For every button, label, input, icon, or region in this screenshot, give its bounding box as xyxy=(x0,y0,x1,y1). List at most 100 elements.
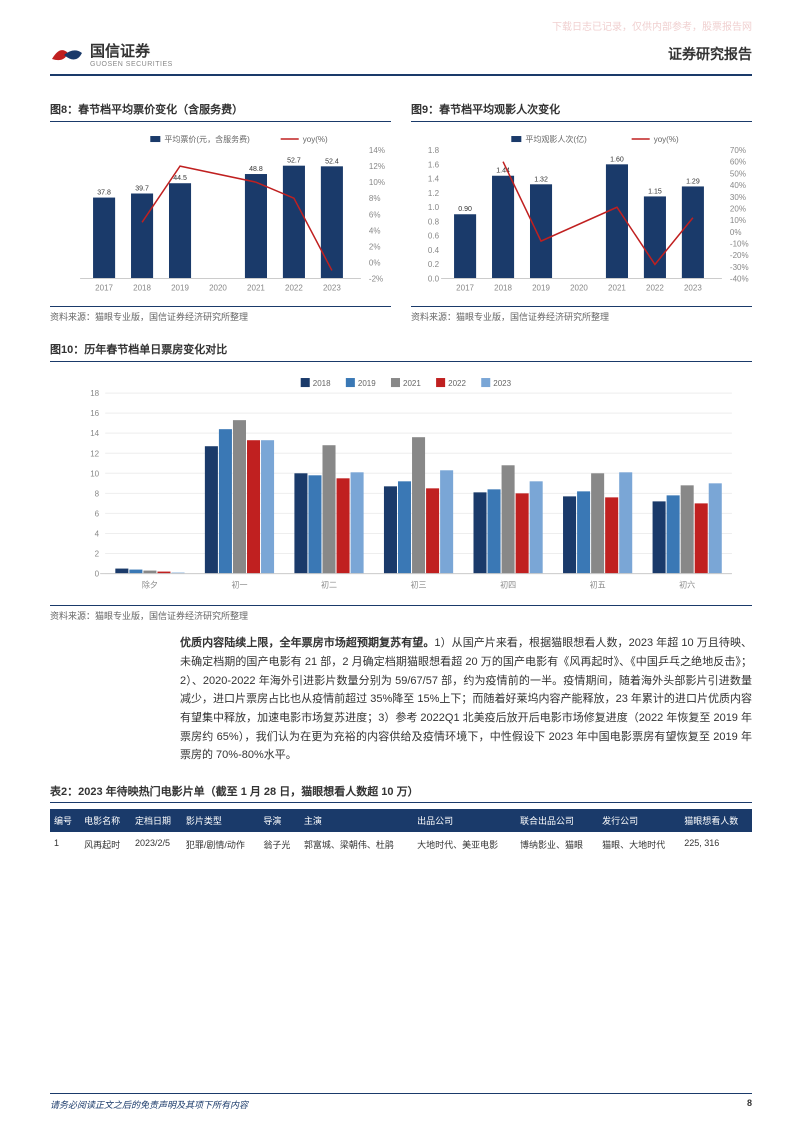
svg-text:2021: 2021 xyxy=(247,283,265,292)
chart-9-svg: 平均观影人次(亿) yoy(%) 0.00.20.40.60.81.01.21.… xyxy=(411,128,752,299)
logo-en-text: GUOSEN SECURITIES xyxy=(90,61,173,68)
table-header-cell: 猫眼想看人数 xyxy=(680,809,752,832)
footer-disclaimer: 请务必阅读正文之后的免责声明及其项下所有内容 xyxy=(50,1098,248,1111)
svg-text:50%: 50% xyxy=(730,169,746,178)
svg-text:10: 10 xyxy=(90,469,99,478)
svg-text:52.4: 52.4 xyxy=(325,158,339,165)
svg-text:40%: 40% xyxy=(730,181,746,190)
svg-text:0%: 0% xyxy=(730,228,742,237)
svg-text:0.2: 0.2 xyxy=(428,260,440,269)
svg-text:2%: 2% xyxy=(369,242,381,251)
svg-text:20%: 20% xyxy=(730,204,746,213)
table-cell: 1 xyxy=(50,832,80,857)
svg-text:2: 2 xyxy=(95,549,100,558)
svg-text:10%: 10% xyxy=(730,216,746,225)
chart-10-title: 图10：历年春节档单日票房变化对比 xyxy=(50,341,752,357)
svg-text:2018: 2018 xyxy=(494,283,512,292)
table-cell: 博纳影业、猫眼 xyxy=(516,832,598,857)
svg-text:4%: 4% xyxy=(369,226,381,235)
table-header-cell: 主演 xyxy=(300,809,413,832)
svg-text:6: 6 xyxy=(95,509,100,518)
svg-text:平均观影人次(亿): 平均观影人次(亿) xyxy=(525,134,587,144)
svg-text:10%: 10% xyxy=(369,178,385,187)
svg-text:37.8: 37.8 xyxy=(97,190,111,197)
svg-text:2022: 2022 xyxy=(448,379,466,388)
svg-text:8: 8 xyxy=(95,489,100,498)
table-cell: 大地时代、美亚电影 xyxy=(413,832,516,857)
svg-text:30%: 30% xyxy=(730,193,746,202)
table-cell: 225, 316 xyxy=(680,832,752,857)
svg-text:初一: 初一 xyxy=(231,579,247,589)
svg-text:14%: 14% xyxy=(369,146,385,155)
svg-text:2020: 2020 xyxy=(570,283,588,292)
svg-text:1.0: 1.0 xyxy=(428,203,440,212)
svg-text:18: 18 xyxy=(90,389,99,398)
svg-text:2017: 2017 xyxy=(95,283,113,292)
chart-9: 图9：春节档平均观影人次变化 平均观影人次(亿) yoy(%) 0.00.20.… xyxy=(411,101,752,323)
table-cell: 郭富城、梁朝伟、杜鹃 xyxy=(300,832,413,857)
svg-text:1.6: 1.6 xyxy=(428,160,440,169)
svg-text:1.15: 1.15 xyxy=(648,188,662,195)
svg-text:8%: 8% xyxy=(369,194,381,203)
table-header-cell: 出品公司 xyxy=(413,809,516,832)
svg-text:1.2: 1.2 xyxy=(428,189,440,198)
svg-text:初四: 初四 xyxy=(500,579,516,589)
svg-text:2019: 2019 xyxy=(171,283,189,292)
svg-text:2022: 2022 xyxy=(646,283,664,292)
chart-8-title: 图8：春节档平均票价变化（含服务费） xyxy=(50,101,391,117)
table-header-cell: 联合出品公司 xyxy=(516,809,598,832)
svg-text:0: 0 xyxy=(95,569,100,578)
svg-text:12%: 12% xyxy=(369,162,385,171)
table-header-cell: 编号 xyxy=(50,809,80,832)
logo-block: 国信证券 GUOSEN SECURITIES xyxy=(50,40,173,68)
svg-text:48.8: 48.8 xyxy=(249,166,263,173)
chart-10-svg: 20182019202120222023 除夕初一初二初三初四初五初六 0246… xyxy=(50,368,752,599)
table-2: 表2：2023 年待映热门电影片单（截至 1 月 28 日，猫眼想看人数超 10… xyxy=(50,783,752,857)
table-header-cell: 导演 xyxy=(259,809,299,832)
svg-text:0.0: 0.0 xyxy=(428,274,440,283)
svg-text:2017: 2017 xyxy=(456,283,474,292)
table-cell: 翁子光 xyxy=(259,832,299,857)
movie-table: 编号电影名称定档日期影片类型导演主演出品公司联合出品公司发行公司猫眼想看人数 1… xyxy=(50,809,752,857)
svg-text:52.7: 52.7 xyxy=(287,158,301,165)
svg-text:2023: 2023 xyxy=(493,379,511,388)
svg-text:2018: 2018 xyxy=(133,283,151,292)
svg-text:2021: 2021 xyxy=(403,379,421,388)
chart-8: 图8：春节档平均票价变化（含服务费） 平均票价(元，含服务费) yoy(%) -… xyxy=(50,101,391,323)
svg-text:-30%: -30% xyxy=(730,263,749,272)
svg-text:60%: 60% xyxy=(730,158,746,167)
watermark-text: 下载日志已记录，仅供内部参考，股票报告网 xyxy=(552,18,752,33)
svg-text:-2%: -2% xyxy=(369,274,383,283)
guosen-logo-icon xyxy=(50,41,84,67)
svg-text:1.60: 1.60 xyxy=(610,156,624,163)
svg-text:2023: 2023 xyxy=(684,283,702,292)
chart-8-source: 资料来源：猫眼专业版，国信证券经济研究所整理 xyxy=(50,306,391,323)
svg-text:初二: 初二 xyxy=(321,579,337,589)
svg-text:2019: 2019 xyxy=(358,379,376,388)
svg-text:初三: 初三 xyxy=(411,579,427,589)
table-header-cell: 定档日期 xyxy=(131,809,182,832)
svg-text:0%: 0% xyxy=(369,258,381,267)
svg-text:除夕: 除夕 xyxy=(142,579,158,589)
chart-8-svg: 平均票价(元，含服务费) yoy(%) -2%0%2%4%6%8%10%12%1… xyxy=(50,128,391,299)
table-header-cell: 影片类型 xyxy=(182,809,259,832)
body-bold-lead: 优质内容陆续上限，全年票房市场超预期复苏有望。 xyxy=(180,637,434,649)
svg-text:39.7: 39.7 xyxy=(135,185,149,192)
table-cell: 犯罪/剧情/动作 xyxy=(182,832,259,857)
svg-text:-40%: -40% xyxy=(730,274,749,283)
chart-10: 图10：历年春节档单日票房变化对比 2 0 18 2019 2021 2022 2023 除… xyxy=(50,341,752,623)
svg-text:2023: 2023 xyxy=(323,283,341,292)
report-title: 证券研究报告 xyxy=(668,44,752,64)
table-header-cell: 发行公司 xyxy=(598,809,680,832)
chart-10-source: 资料来源：猫眼专业版，国信证券经济研究所整理 xyxy=(50,605,752,622)
svg-text:-20%: -20% xyxy=(730,251,749,260)
svg-text:0.4: 0.4 xyxy=(428,246,440,255)
table-2-title: 表2：2023 年待映热门电影片单（截至 1 月 28 日，猫眼想看人数超 10… xyxy=(50,783,752,799)
table-cell: 风再起时 xyxy=(80,832,131,857)
chart-9-source: 资料来源：猫眼专业版，国信证券经济研究所整理 xyxy=(411,306,752,323)
svg-text:1.4: 1.4 xyxy=(428,175,440,184)
table-header-cell: 电影名称 xyxy=(80,809,131,832)
svg-text:14: 14 xyxy=(90,429,99,438)
table-cell: 2023/2/5 xyxy=(131,832,182,857)
svg-text:6%: 6% xyxy=(369,210,381,219)
